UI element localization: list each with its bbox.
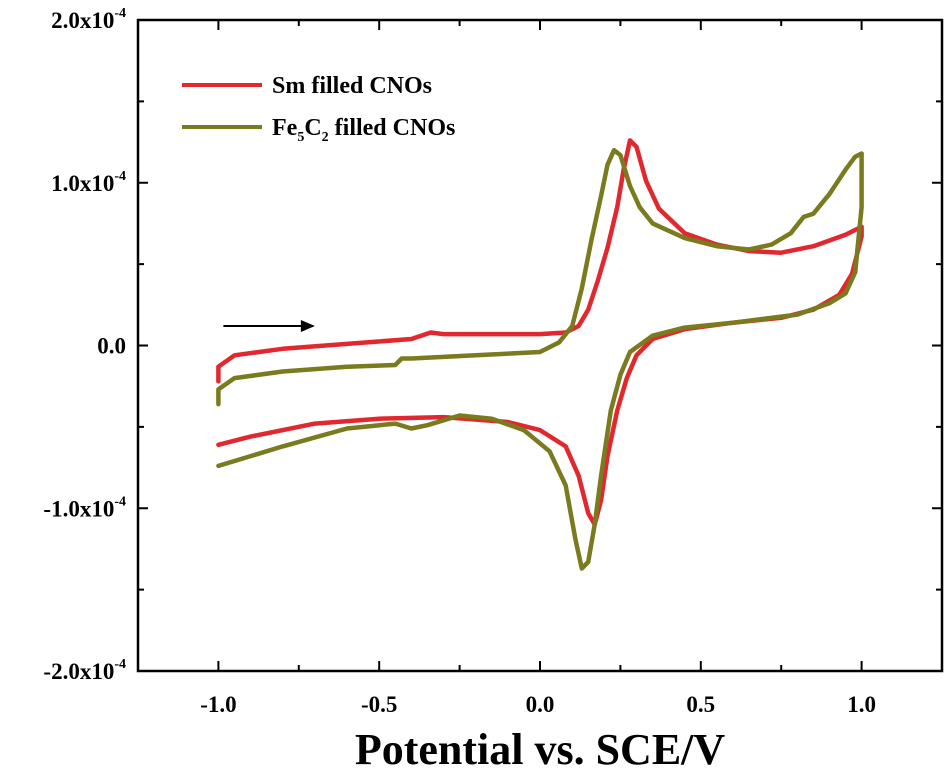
legend-label-fe5c2: Fe5C2 filled CNOs <box>272 115 455 145</box>
x-tick-label: 0.0 <box>526 692 555 717</box>
axis-ticks <box>138 20 942 671</box>
x-tick-label: -0.5 <box>361 692 397 717</box>
series-line-sm <box>216 138 864 527</box>
scan-direction-arrow <box>223 319 315 332</box>
x-tick-label: 1.0 <box>847 692 876 717</box>
series-line-fe5c2 <box>216 147 864 571</box>
y-tick-label: -2.0x10-4 <box>43 657 126 684</box>
y-tick-label: 2.0x10-4 <box>51 6 126 33</box>
x-tick-labels: -1.0 -0.5 0.0 0.5 1.0 <box>200 692 876 717</box>
y-tick-label: -1.0x10-4 <box>43 494 126 521</box>
arrow-head <box>300 319 315 332</box>
x-tick-label: 0.5 <box>686 692 715 717</box>
y-tick-label: 0.0 <box>97 334 126 359</box>
x-tick-label: -1.0 <box>200 692 236 717</box>
data-curves <box>216 138 864 571</box>
y-tick-labels: 2.0x10-4 1.0x10-4 0.0 -1.0x10-4 -2.0x10-4 <box>43 6 126 684</box>
legend: Sm filled CNOs Fe5C2 filled CNOs <box>182 73 455 145</box>
plot-frame <box>136 18 944 673</box>
legend-label-sm: Sm filled CNOs <box>272 73 432 99</box>
y-tick-label: 1.0x10-4 <box>51 169 126 196</box>
x-axis-title: Potential vs. SCE/V <box>355 725 726 774</box>
